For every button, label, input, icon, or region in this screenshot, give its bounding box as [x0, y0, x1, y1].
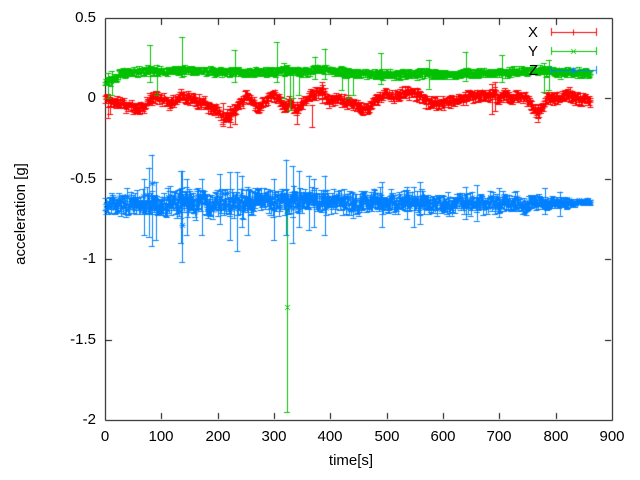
legend-label-z: Z	[528, 62, 538, 79]
y-tick-label-3: -1	[82, 250, 96, 267]
x-tick-label-5: 500	[374, 428, 400, 445]
y-tick-label-1: 0	[87, 89, 96, 106]
x-tick-label-7: 700	[486, 428, 512, 445]
legend-label-y: Y	[527, 43, 538, 60]
x-tick-label-1: 100	[148, 428, 174, 445]
y-axis-title: acceleration [g]	[12, 163, 29, 265]
x-tick-label-8: 800	[543, 428, 569, 445]
legend-label-x: X	[527, 24, 538, 41]
x-tick-label-0: 0	[100, 428, 110, 445]
x-tick-label-2: 200	[205, 428, 231, 445]
x-tick-label-6: 600	[430, 428, 456, 445]
x-tick-label-9: 900	[599, 428, 625, 445]
x-tick-label-3: 300	[261, 428, 287, 445]
x-tick-label-4: 400	[317, 428, 343, 445]
y-tick-label-2: -0.5	[70, 170, 96, 187]
y-tick-label-5: -2	[82, 411, 96, 428]
y-tick-label-0: 0.5	[75, 9, 96, 26]
x-axis-title: time[s]	[328, 452, 374, 469]
y-tick-label-4: -1.5	[70, 331, 96, 348]
